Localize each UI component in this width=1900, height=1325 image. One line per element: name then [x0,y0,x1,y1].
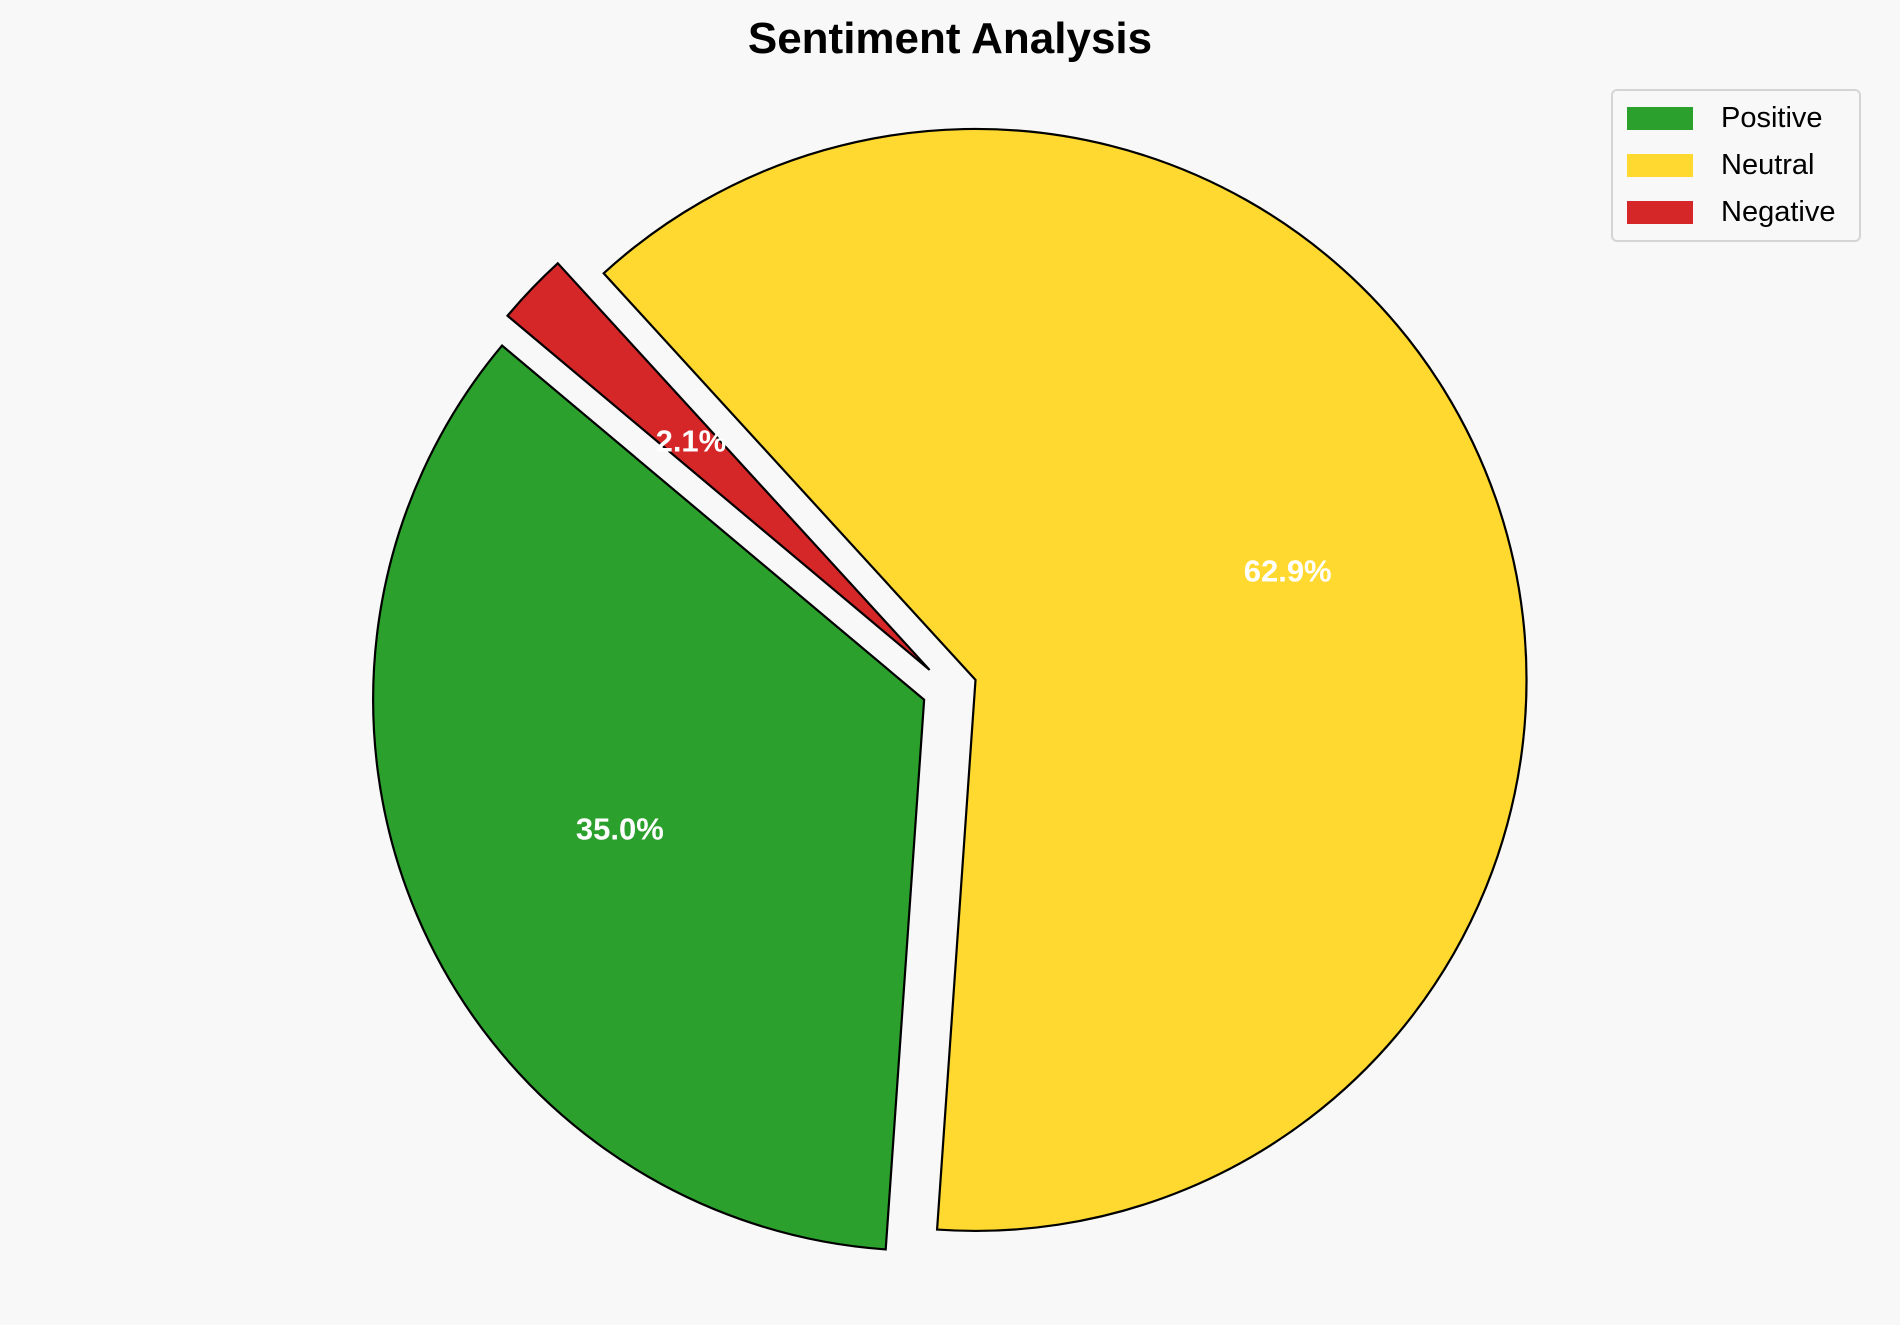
pie-slice-negative [505,261,931,671]
legend-swatch [1627,153,1693,177]
pie-label-negative: 2.1% [656,424,727,459]
legend-label: Positive [1721,101,1823,134]
legend: Positive Neutral Negative [1611,89,1861,242]
legend-item-negative: Negative [1627,195,1836,228]
legend-item-neutral: Neutral [1627,148,1815,181]
pie-slice-neutral [602,127,1528,1233]
chart-title: Sentiment Analysis [747,14,1153,63]
legend-item-positive: Positive [1627,101,1823,134]
legend-label: Neutral [1721,148,1815,181]
legend-label: Negative [1721,195,1836,228]
pie-label-positive: 35.0% [576,811,664,846]
legend-swatch [1627,106,1693,130]
pie-slice-positive [372,344,926,1251]
pie-label-neutral: 62.9% [1244,554,1332,589]
legend-swatch [1627,200,1693,224]
